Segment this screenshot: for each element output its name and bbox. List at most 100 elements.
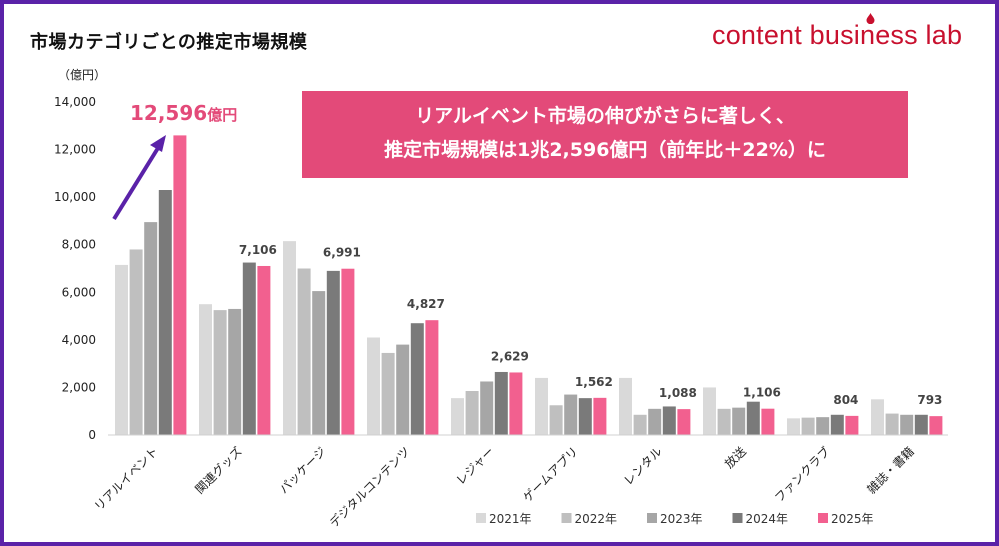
brand-drop-icon (866, 13, 875, 24)
bar-2022年-ファンクラブ (801, 417, 815, 435)
bar-2024年-デジタルコンテンツ (410, 323, 424, 435)
legend-swatch (476, 513, 486, 523)
bar-2021年-レジャー (451, 398, 464, 435)
bar-2021年-放送 (703, 387, 716, 435)
bar-2023年-放送 (732, 407, 746, 435)
y-tick-label: 0 (88, 428, 96, 442)
data-label: 2,629 (491, 349, 529, 363)
bar-2021年-ファンクラブ (787, 418, 800, 435)
y-tick-label: 12,000 (54, 143, 96, 157)
bar-2024年-レンタル (662, 406, 676, 435)
growth-arrow (112, 146, 160, 221)
y-tick-label: 10,000 (54, 190, 96, 204)
bar-2024年-雑誌・書籍 (914, 414, 928, 435)
bar-2023年-ゲームアプリ (564, 394, 578, 435)
bar-2022年-リアルイベント (129, 249, 143, 435)
bar-2021年-ゲームアプリ (535, 377, 548, 435)
bar-2022年-レジャー (465, 390, 479, 435)
category-label: リアルイベント (92, 444, 161, 513)
legend-label: 2025年 (831, 512, 874, 526)
bar-2022年-放送 (717, 408, 731, 435)
bar-2025年-放送 (761, 408, 775, 435)
bar-2023年-雑誌・書籍 (900, 414, 914, 435)
bar-2024年-レジャー (494, 371, 508, 435)
callout-line-1: リアルイベント市場の伸びがさらに著しく、 (415, 105, 795, 127)
bar-2021年-リアルイベント (115, 264, 128, 435)
bar-2023年-ファンクラブ (816, 417, 830, 435)
highlight-number: 12,596 (130, 101, 207, 125)
y-tick-label: 6,000 (62, 285, 96, 299)
legend-label: 2021年 (489, 512, 532, 526)
data-label: 793 (917, 393, 942, 407)
brand-logo: content business lab (712, 20, 963, 50)
category-label: レンタル (621, 444, 665, 488)
bar-2022年-関連グッズ (213, 310, 227, 435)
category-label: デジタルコンテンツ (326, 444, 413, 531)
category-label: パッケージ (277, 444, 329, 496)
bar-2024年-パッケージ (326, 270, 340, 435)
bar-2023年-パッケージ (312, 291, 326, 435)
legend-label: 2022年 (575, 512, 618, 526)
data-label: 1,088 (659, 386, 697, 400)
bar-2025年-雑誌・書籍 (929, 416, 943, 435)
data-label: 804 (833, 393, 858, 407)
category-label: 関連グッズ (192, 444, 245, 497)
legend-label: 2023年 (660, 512, 703, 526)
highlight-value: 12,596億円 (130, 101, 237, 125)
bar-2025年-リアルイベント (173, 135, 187, 435)
bar-2024年-ゲームアプリ (578, 398, 592, 435)
legend-label: 2024年 (746, 512, 789, 526)
bar-2024年-関連グッズ (242, 262, 256, 435)
bar-2025年-ファンクラブ (845, 415, 859, 435)
data-label: 6,991 (323, 246, 361, 260)
bar-2021年-デジタルコンテンツ (367, 337, 380, 435)
legend-swatch (647, 513, 657, 523)
bar-2021年-レンタル (619, 377, 632, 435)
bar-2023年-リアルイベント (144, 222, 158, 435)
legend-swatch (818, 513, 828, 523)
bar-2023年-レンタル (648, 408, 662, 435)
y-tick-label: 8,000 (62, 238, 96, 252)
bar-2021年-パッケージ (283, 241, 296, 435)
growth-arrow-head (150, 135, 166, 152)
page-title: 市場カテゴリごとの推定市場規模 (30, 32, 308, 53)
bar-2022年-雑誌・書籍 (885, 413, 899, 435)
bar-2025年-ゲームアプリ (593, 397, 607, 435)
legend-swatch (561, 513, 572, 523)
data-label: 7,106 (239, 243, 277, 257)
legend-swatch (732, 513, 743, 523)
bar-2025年-パッケージ (341, 268, 355, 435)
bar-2022年-レンタル (633, 414, 647, 435)
bar-2025年-関連グッズ (257, 265, 271, 435)
category-label: ゲームアプリ (520, 444, 581, 505)
bar-2024年-ファンクラブ (830, 414, 844, 435)
callout-line-2: 推定市場規模は1兆2,596億円（前年比＋22%）に (384, 139, 826, 161)
bar-2022年-デジタルコンテンツ (381, 352, 395, 435)
bar-2024年-放送 (746, 401, 760, 435)
bar-2025年-デジタルコンテンツ (425, 320, 439, 435)
bar-2022年-ゲームアプリ (549, 405, 563, 435)
data-label: 1,562 (575, 375, 613, 389)
bar-2023年-関連グッズ (228, 308, 242, 435)
bar-2025年-レジャー (509, 372, 523, 435)
summary-callout: リアルイベント市場の伸びがさらに著しく、 推定市場規模は1兆2,596億円（前年… (302, 91, 908, 178)
y-tick-label: 14,000 (54, 95, 96, 109)
category-label: 雑誌・書籍 (864, 444, 917, 497)
bar-2021年-雑誌・書籍 (871, 399, 884, 435)
y-tick-label: 2,000 (62, 380, 96, 394)
category-label: 放送 (721, 444, 749, 472)
bar-2022年-パッケージ (297, 268, 311, 435)
highlight-unit: 億円 (207, 106, 237, 124)
bar-2024年-リアルイベント (158, 190, 172, 435)
data-label: 1,106 (743, 386, 781, 400)
bar-2021年-関連グッズ (199, 304, 212, 435)
bar-2023年-デジタルコンテンツ (396, 344, 410, 435)
y-tick-label: 4,000 (62, 333, 96, 347)
y-axis-unit-label: （億円） (58, 68, 106, 82)
bar-2023年-レジャー (480, 381, 494, 435)
bar-2025年-レンタル (677, 409, 691, 435)
data-label: 4,827 (407, 297, 445, 311)
category-label: ファンクラブ (771, 444, 833, 506)
category-label: レジャー (453, 444, 496, 487)
